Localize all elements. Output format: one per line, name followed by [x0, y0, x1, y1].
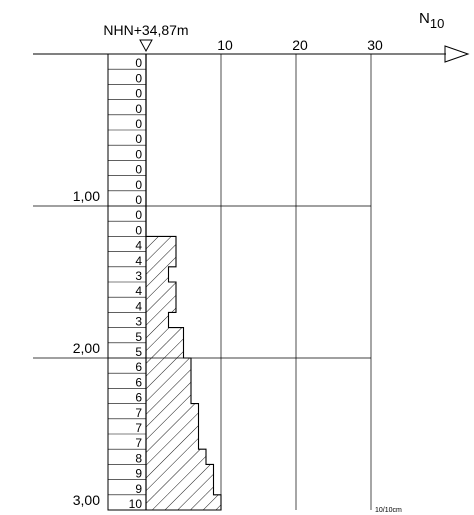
bar — [146, 282, 176, 298]
bar — [146, 494, 221, 510]
x-tick-label: 10 — [217, 37, 233, 53]
count-label: 6 — [135, 391, 142, 405]
count-label: 0 — [135, 117, 142, 131]
count-label: 3 — [135, 315, 142, 329]
bar — [146, 373, 191, 389]
bar — [146, 251, 176, 267]
axis-title-sub: 10 — [430, 16, 444, 31]
count-label: 7 — [135, 406, 142, 420]
bar — [146, 403, 199, 419]
count-label: 10 — [129, 497, 143, 511]
bar — [146, 327, 184, 343]
count-label: 0 — [135, 132, 142, 146]
count-label: 0 — [135, 163, 142, 177]
axis-title-main: N — [419, 10, 430, 27]
bar — [146, 358, 191, 374]
count-label: 7 — [135, 436, 142, 450]
x-tick-label: 30 — [367, 37, 383, 53]
bar — [146, 418, 199, 434]
count-label: 3 — [135, 269, 142, 283]
count-label: 5 — [135, 330, 142, 344]
count-label: 9 — [135, 467, 142, 481]
bar — [146, 312, 169, 328]
count-label: 6 — [135, 375, 142, 389]
count-label: 0 — [135, 71, 142, 85]
depth-label: 1,00 — [73, 188, 100, 204]
count-label: 4 — [135, 299, 142, 313]
bar — [146, 236, 176, 252]
reference-marker-icon — [139, 39, 153, 53]
count-label: 4 — [135, 254, 142, 268]
count-label: 0 — [135, 193, 142, 207]
count-label: 0 — [135, 87, 142, 101]
count-label: 0 — [135, 223, 142, 237]
count-label: 0 — [135, 208, 142, 222]
count-label: 0 — [135, 147, 142, 161]
depth-label: 2,00 — [73, 340, 100, 356]
bar — [146, 297, 176, 313]
bar — [146, 342, 184, 358]
x-tick-label: 20 — [292, 37, 308, 53]
bar — [146, 449, 206, 465]
count-label: 8 — [135, 451, 142, 465]
count-label: 5 — [135, 345, 142, 359]
bar — [146, 434, 199, 450]
count-label: 4 — [135, 284, 142, 298]
grid — [33, 53, 372, 511]
bar — [146, 464, 214, 480]
count-label: 7 — [135, 421, 142, 435]
reference-label: NHN+34,87m — [103, 22, 188, 38]
count-label: 0 — [135, 178, 142, 192]
bars — [145, 54, 222, 511]
unit-label: 10/10cm — [375, 507, 402, 514]
count-label: 0 — [135, 102, 142, 116]
axis-title: N10 — [419, 10, 444, 31]
depth-label: 3,00 — [73, 492, 100, 508]
count-label: 0 — [135, 56, 142, 70]
axes: NHN+34,87m N10 10/10cm 10 20 301,002,003,0… — [33, 10, 470, 514]
bar — [146, 266, 169, 282]
axis-arrow-icon — [444, 45, 470, 63]
count-label: 9 — [135, 482, 142, 496]
bar — [146, 479, 214, 495]
count-label: 6 — [135, 360, 142, 374]
bar — [146, 388, 191, 404]
count-label: 4 — [135, 239, 142, 253]
